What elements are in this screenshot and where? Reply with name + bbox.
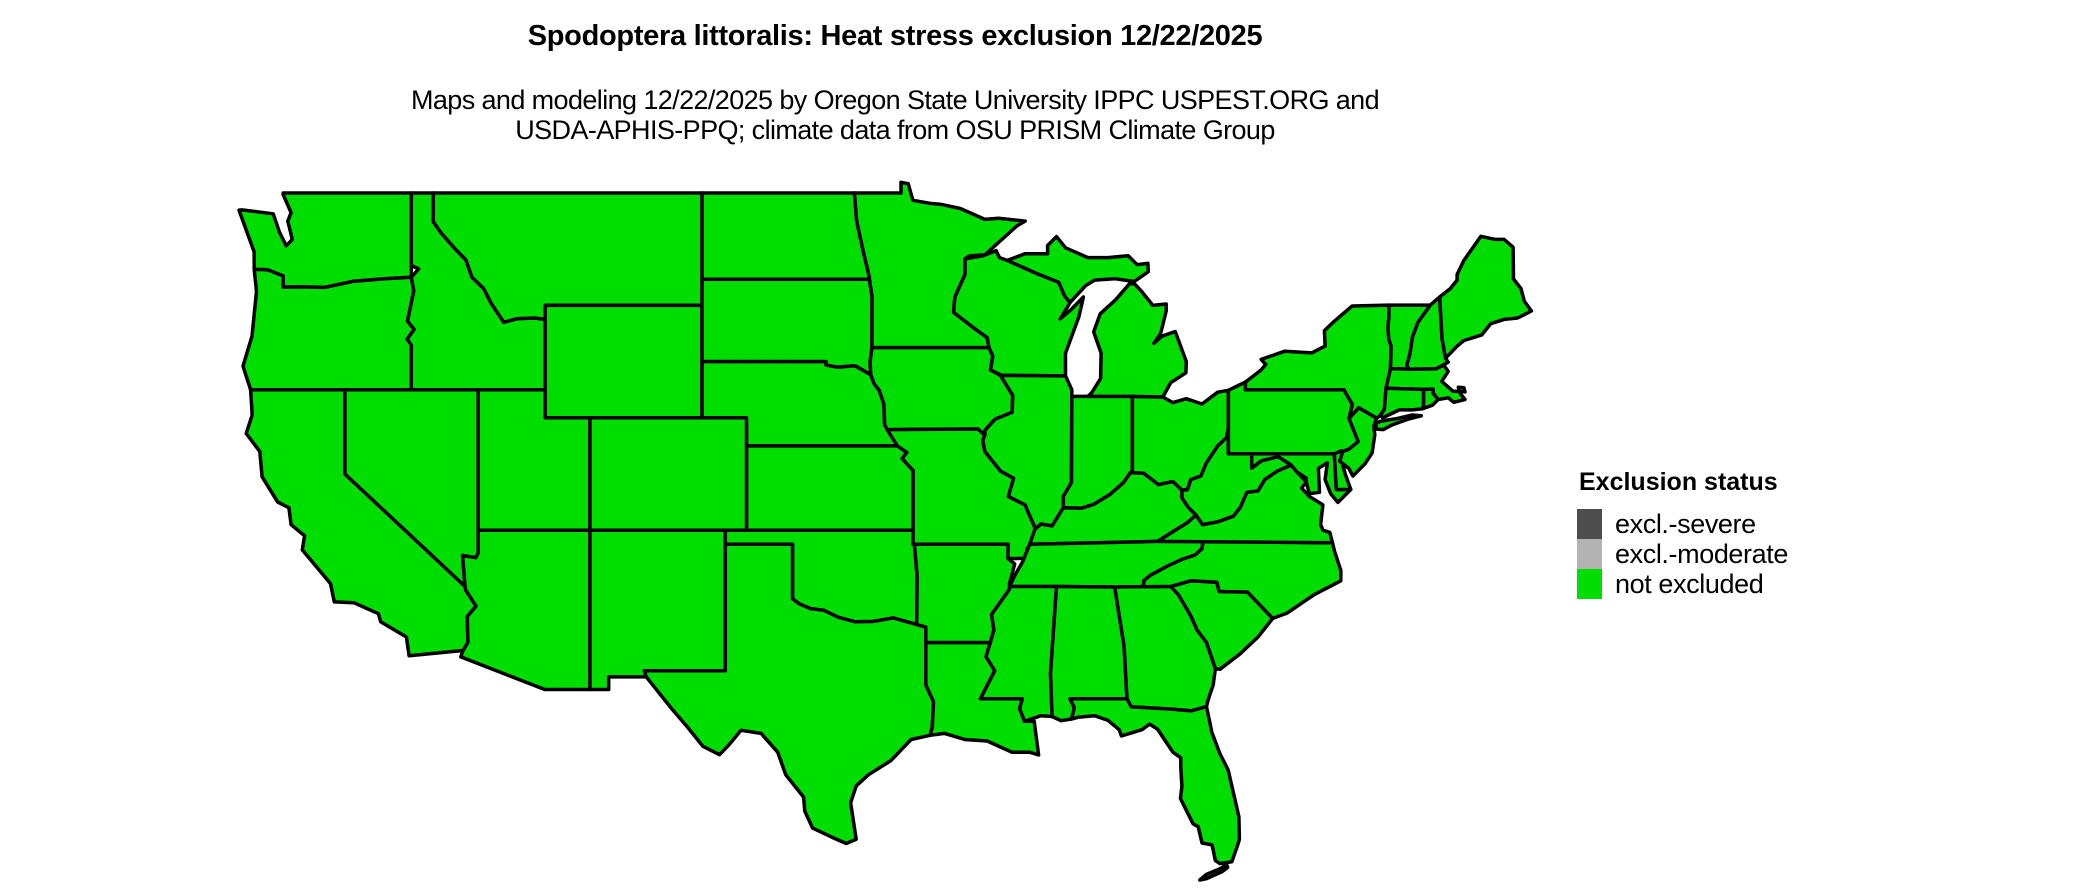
legend-item-label: excl.-severe <box>1615 508 1756 539</box>
legend-item-label: not excluded <box>1615 568 1764 599</box>
state-ny <box>1374 413 1424 432</box>
state-fl <box>1198 862 1230 882</box>
state-az <box>459 528 592 692</box>
legend-item: not excluded <box>1577 569 1788 599</box>
exclusion-status-legend: Exclusion status excl.-severe excl.-moder… <box>1577 468 1788 599</box>
state-ks <box>744 444 915 532</box>
legend-swatch <box>1577 509 1602 539</box>
state-me <box>1437 234 1534 360</box>
state-nj <box>1337 405 1379 478</box>
page-title: Spodoptera littoralis: Heat stress exclu… <box>527 20 1263 52</box>
state-pa <box>1226 380 1360 456</box>
state-nm <box>588 528 728 692</box>
page-subtitle-line-2: USDA-APHIS-PPQ; climate data from OSU PR… <box>515 115 1275 145</box>
state-ri <box>1420 387 1440 411</box>
legend-items: excl.-severe excl.-moderate not excluded <box>1577 509 1788 599</box>
state-wy <box>543 303 704 420</box>
legend-item: excl.-severe <box>1577 509 1788 539</box>
page-subtitle: Maps and modeling 12/22/2025 by Oregon S… <box>0 85 1790 145</box>
state-nd <box>700 191 872 282</box>
state-or <box>241 267 416 392</box>
state-mi <box>1086 281 1189 399</box>
legend-title: Exclusion status <box>1579 468 1778 496</box>
state-ct <box>1378 386 1426 420</box>
state-tx <box>642 542 936 846</box>
state-co <box>588 416 749 532</box>
state-fl <box>1068 697 1242 866</box>
legend-item: excl.-moderate <box>1577 539 1788 569</box>
legend-swatch <box>1577 569 1602 599</box>
legend-swatch <box>1577 539 1602 569</box>
state-nc <box>1141 539 1343 621</box>
state-mi <box>1005 234 1151 305</box>
page-subtitle-line-1: Maps and modeling 12/22/2025 by Oregon S… <box>410 85 1380 115</box>
legend-item-label: excl.-moderate <box>1615 538 1788 569</box>
